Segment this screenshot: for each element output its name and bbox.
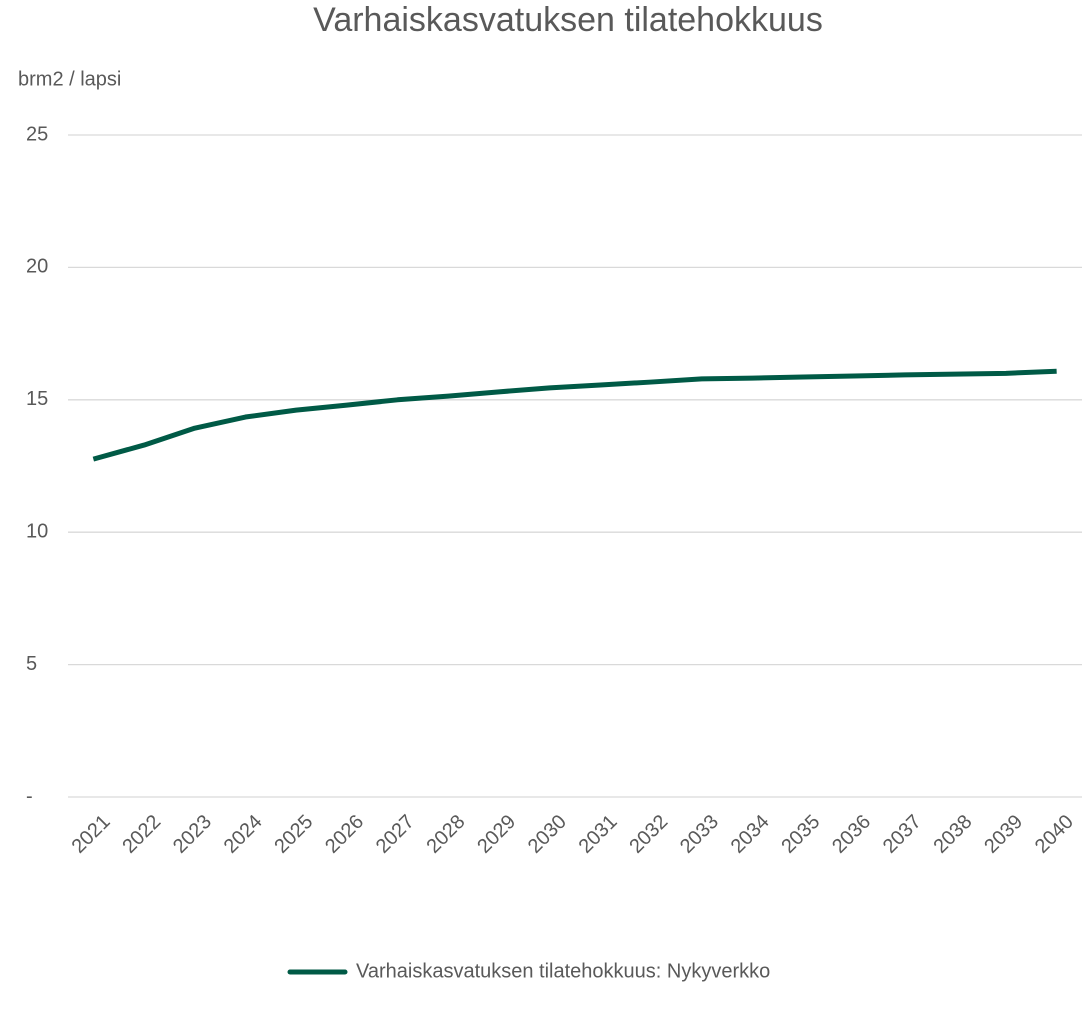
y-tick-label: 20 (26, 256, 48, 278)
x-tick-label: 2032 (625, 811, 672, 858)
x-tick-label: 2040 (1031, 811, 1078, 858)
x-tick-label: 2024 (220, 811, 267, 858)
chart-title: Varhaiskasvatuksen tilatehokkuus (313, 1, 823, 39)
x-tick-label: 2035 (777, 811, 824, 858)
legend-label: Varhaiskasvatuksen tilatehokkuus: Nykyve… (356, 960, 770, 982)
x-tick-label: 2031 (575, 811, 622, 858)
x-tick-label: 2030 (524, 811, 571, 858)
y-axis-label: brm2 / lapsi (18, 68, 121, 90)
x-tick-label: 2026 (321, 811, 368, 858)
x-tick-label: 2027 (372, 811, 419, 858)
x-tick-label: 2039 (980, 811, 1027, 858)
x-tick-label: 2023 (169, 811, 216, 858)
y-tick-label: - (26, 785, 33, 807)
x-tick-label: 2034 (727, 811, 774, 858)
x-tick-label: 2033 (676, 811, 723, 858)
x-tick-label: 2021 (68, 811, 115, 858)
x-tick-label: 2038 (929, 811, 976, 858)
y-tick-label: 15 (26, 388, 48, 410)
y-tick-label: 25 (26, 123, 48, 145)
x-tick-label: 2029 (473, 811, 520, 858)
y-tick-label: 5 (26, 653, 37, 675)
line (92, 368, 1057, 462)
x-tick-label: 2022 (118, 811, 165, 858)
y-tick-label: 10 (26, 520, 48, 542)
x-tick-label: 2028 (422, 811, 469, 858)
x-tick-label: 2036 (828, 811, 875, 858)
x-tick-label: 2025 (270, 811, 317, 858)
x-tick-label: 2037 (879, 811, 926, 858)
